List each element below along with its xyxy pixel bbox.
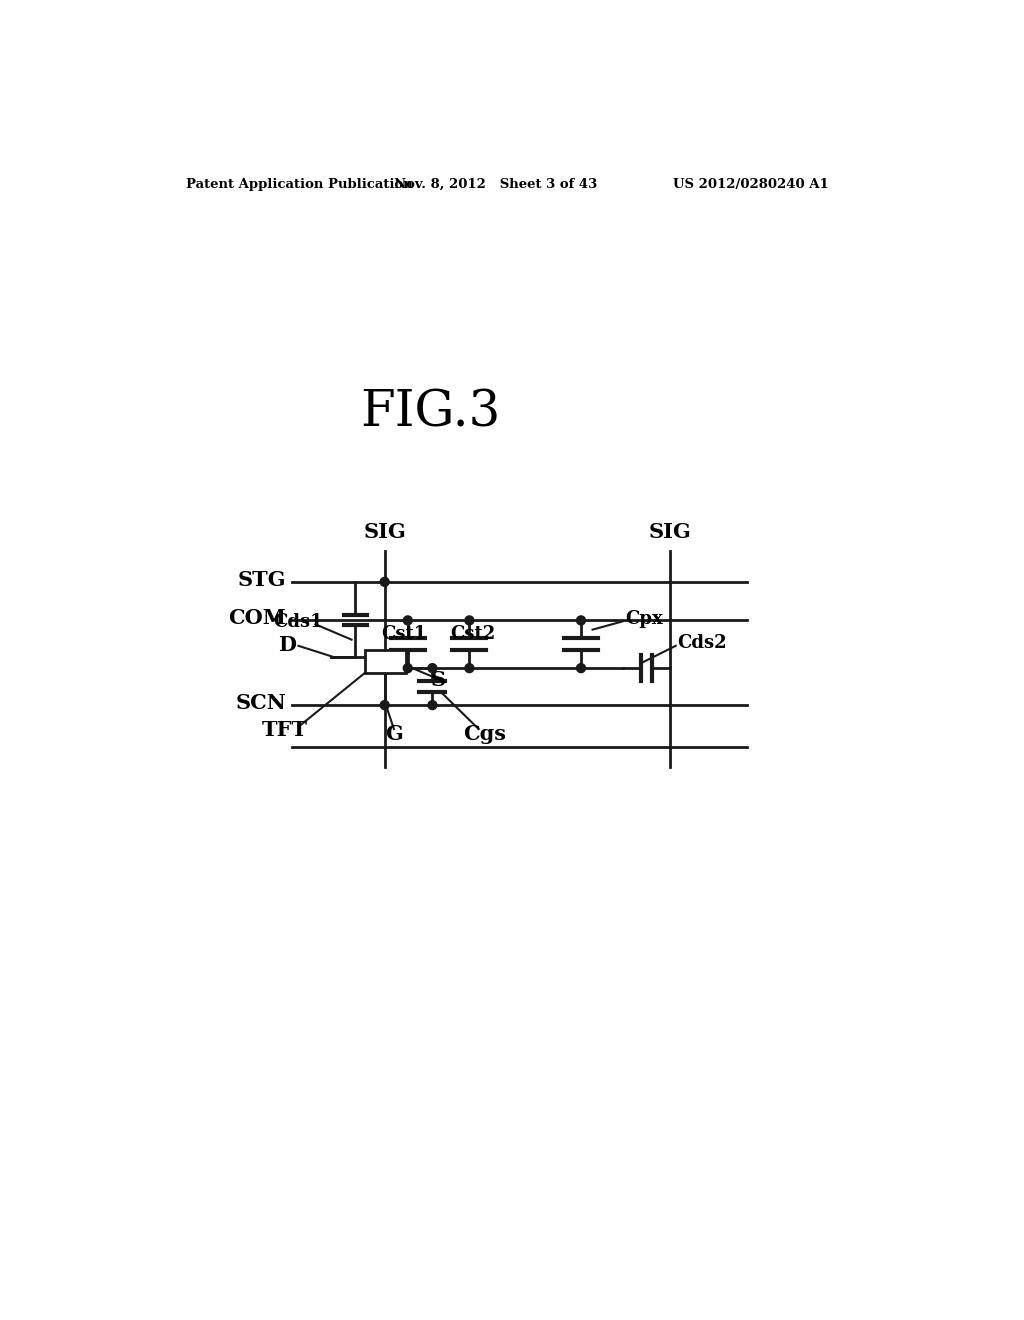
Text: Cds2: Cds2 [677,635,727,652]
Bar [366,649,407,673]
Circle shape [380,701,389,710]
Text: TFT: TFT [261,719,307,739]
Text: Cst1: Cst1 [381,626,427,643]
Circle shape [577,616,586,624]
Text: Cst2: Cst2 [451,626,496,643]
Text: S: S [431,669,446,689]
Text: D: D [279,635,296,655]
Circle shape [465,664,474,673]
Circle shape [403,616,413,624]
Text: Patent Application Publication: Patent Application Publication [186,178,413,190]
Text: FIG.3: FIG.3 [360,388,501,437]
Text: Cgs: Cgs [463,725,506,744]
Circle shape [403,664,413,673]
Circle shape [428,701,437,710]
Circle shape [428,664,437,673]
Text: SIG: SIG [648,521,691,543]
Text: COM: COM [228,609,286,628]
Text: STG: STG [238,570,286,590]
Text: Cds1: Cds1 [273,612,323,631]
Text: SCN: SCN [236,693,286,713]
Text: SIG: SIG [364,521,407,543]
Text: Nov. 8, 2012   Sheet 3 of 43: Nov. 8, 2012 Sheet 3 of 43 [394,178,597,190]
Text: Cpx: Cpx [625,610,663,628]
Text: G: G [385,725,402,744]
Circle shape [465,616,474,624]
Text: US 2012/0280240 A1: US 2012/0280240 A1 [674,178,829,190]
Circle shape [380,577,389,586]
Circle shape [577,664,586,673]
